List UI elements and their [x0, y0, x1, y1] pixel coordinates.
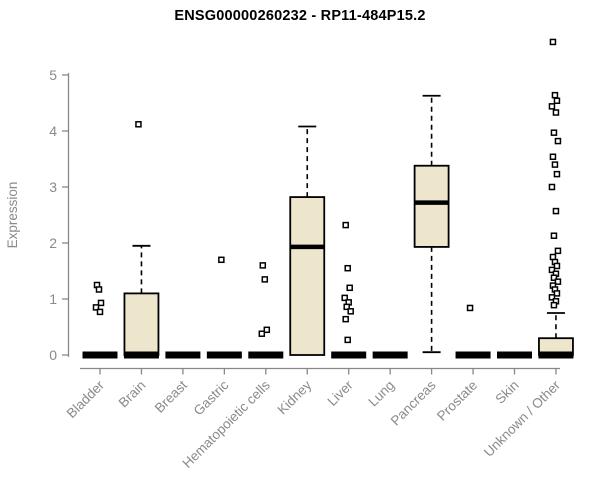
outlier-point [342, 315, 349, 323]
outlier-point [553, 97, 561, 105]
outlier-point [258, 330, 266, 337]
outlier-point [551, 161, 559, 168]
x-category-label: Prostate [434, 378, 480, 424]
outlier-point [550, 301, 558, 309]
outlier-point [135, 121, 142, 128]
outlier-point [466, 304, 474, 312]
outlier-point [551, 91, 559, 99]
collapsed-box [248, 351, 284, 359]
x-category-label: Liver [325, 377, 357, 409]
outlier-point [554, 137, 562, 145]
y-tick-label: 0 [49, 347, 57, 363]
boxplot-hematopoietic-cells [248, 262, 284, 359]
median-line [538, 351, 574, 359]
outlier-point [344, 264, 351, 272]
outlier-point [553, 290, 561, 297]
collapsed-box [497, 351, 532, 359]
outlier-point [343, 303, 350, 311]
outlier-point [218, 256, 225, 264]
boxplot-liver [331, 221, 367, 359]
outlier-point [341, 294, 348, 302]
y-axis-title: Expression [5, 181, 20, 249]
outlier-point [550, 129, 558, 136]
outlier-point [263, 326, 271, 334]
y-tick-label: 1 [49, 291, 57, 307]
boxplot-breast [165, 351, 201, 359]
outlier-point [261, 276, 269, 283]
box [289, 196, 326, 356]
outlier-point [346, 284, 353, 292]
outlier-point [552, 207, 560, 215]
outlier-point [552, 109, 560, 116]
y-axis: 0 1 2 3 4 5 [49, 67, 70, 363]
boxplot-pancreas [413, 94, 450, 354]
outlier-point [549, 38, 557, 46]
x-category-label: Unknown / Other [481, 377, 564, 460]
boxplot-lung [372, 351, 408, 359]
x-category-label: Skin [492, 378, 521, 407]
boxplot-brain [123, 121, 160, 359]
outlier-point [548, 103, 556, 110]
y-tick-label: 3 [49, 179, 57, 195]
outlier-point [92, 304, 100, 311]
boxplot-gastric [206, 256, 242, 359]
outlier-point [550, 274, 558, 281]
outlier-point [549, 253, 557, 261]
outlier-point [95, 286, 103, 293]
collapsed-box [372, 351, 408, 359]
x-category-label: Pancreas [388, 377, 439, 428]
y-tick-label: 4 [49, 123, 57, 139]
collapsed-box [165, 351, 201, 359]
x-category-label: Kidney [275, 377, 315, 417]
y-tick-label: 5 [49, 67, 57, 83]
box [413, 164, 450, 248]
x-category-label: Breast [152, 377, 190, 415]
outlier-point [554, 278, 562, 285]
x-category-label: Lung [365, 378, 397, 410]
outlier-point [549, 153, 557, 161]
outlier-point [548, 294, 556, 301]
outlier-point [553, 170, 561, 178]
collapsed-box [455, 351, 491, 359]
x-category-label: Gastric [191, 377, 232, 418]
outlier-point [548, 183, 556, 191]
outlier-point [548, 266, 556, 274]
y-tick-label: 2 [49, 235, 57, 251]
outlier-point [347, 308, 354, 315]
outlier-point [553, 262, 561, 270]
x-category-label: Brain [116, 378, 149, 411]
collapsed-box [331, 351, 367, 359]
median-line [123, 351, 159, 359]
outlier-point [96, 308, 104, 316]
boxplot-kidney [289, 125, 326, 356]
box [123, 292, 160, 356]
chart-title: ENSG00000260232 - RP11-484P15.2 [174, 8, 426, 24]
outlier-point [344, 336, 351, 344]
boxplot-prostate [455, 304, 491, 359]
boxplot-unknown-other [538, 38, 574, 359]
x-category-label: Bladder [64, 377, 108, 421]
outlier-point [554, 247, 562, 255]
collapsed-box [82, 351, 118, 359]
outlier-point [259, 262, 267, 269]
outlier-point [342, 221, 349, 229]
boxplot-bladder [82, 281, 118, 359]
boxplot-skin [497, 351, 532, 359]
outlier-point [550, 232, 558, 239]
collapsed-box [206, 351, 242, 359]
outlier-point [97, 299, 105, 307]
